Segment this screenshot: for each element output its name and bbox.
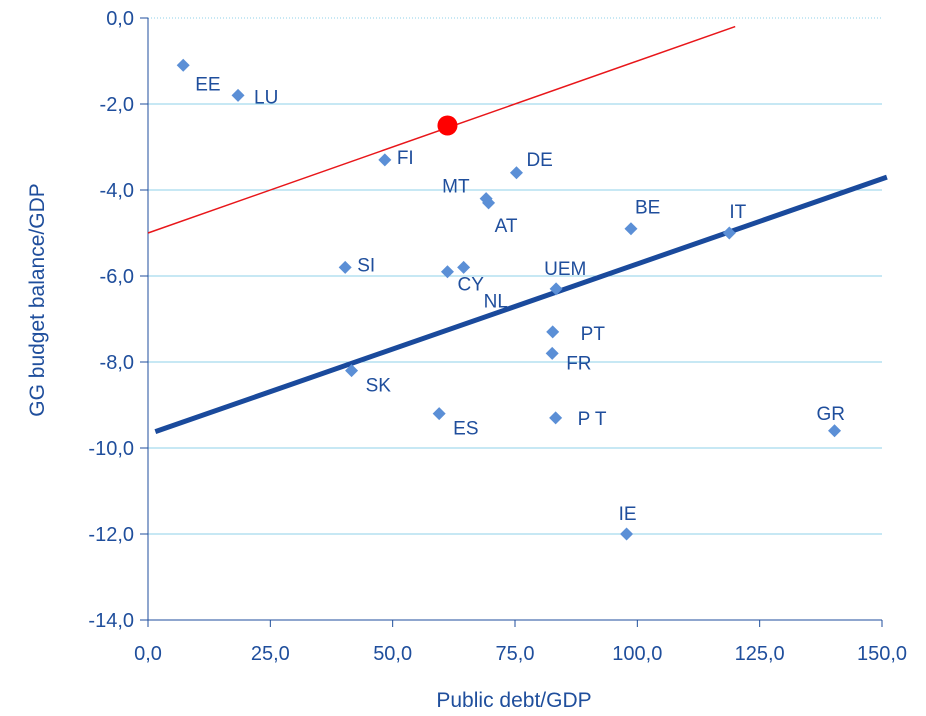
x-axis-title: Public debt/GDP xyxy=(436,689,591,712)
y-tick-label: -14,0 xyxy=(88,610,134,632)
y-tick-label: -2,0 xyxy=(100,94,134,116)
x-tick-label: 100,0 xyxy=(612,643,662,665)
highlight-dot xyxy=(437,115,458,136)
data-point-lu xyxy=(231,88,245,102)
data-points xyxy=(176,58,842,541)
point-label: AT xyxy=(495,216,518,237)
point-label: P T xyxy=(578,409,607,430)
x-tick-label: 25,0 xyxy=(251,643,290,665)
point-label: GR xyxy=(817,404,846,425)
point-label: DE xyxy=(526,150,552,171)
data-point-nl xyxy=(457,260,471,274)
data-point-fi xyxy=(378,153,392,167)
x-tick-label: 0,0 xyxy=(134,643,162,665)
point-label: NL xyxy=(484,291,508,312)
y-axis-title: GG budget balance/GDP xyxy=(26,183,49,416)
point-label: FR xyxy=(566,353,591,374)
y-tick-label: -6,0 xyxy=(100,266,134,288)
point-label: EE xyxy=(195,74,220,95)
x-ticks: 0,0 25,0 50,0 75,0 100,0 125,0 150,0 xyxy=(134,620,907,665)
y-tick-label: -12,0 xyxy=(88,524,134,546)
point-label: MT xyxy=(442,177,470,198)
point-label: PT xyxy=(581,324,606,345)
point-label: IT xyxy=(729,202,746,223)
blue-trend-line xyxy=(154,174,888,435)
y-tick-label: -10,0 xyxy=(88,438,134,460)
data-point-it xyxy=(722,226,736,240)
data-point-pt xyxy=(549,411,563,425)
highlight-marker xyxy=(437,115,458,136)
point-label: SI xyxy=(357,255,375,276)
point-label: ES xyxy=(453,419,478,440)
point-label: FI xyxy=(397,148,414,169)
data-point-ee xyxy=(176,58,190,72)
data-point-sk xyxy=(345,364,359,378)
point-label: CY xyxy=(457,275,484,296)
y-tick-label: -4,0 xyxy=(100,180,134,202)
point-label: LU xyxy=(254,87,278,108)
point-label: IE xyxy=(619,504,637,525)
data-point-es xyxy=(432,407,446,421)
data-point-de xyxy=(509,166,523,180)
data-point-uem xyxy=(549,282,563,296)
x-tick-label: 50,0 xyxy=(373,643,412,665)
x-tick-label: 150,0 xyxy=(857,643,907,665)
data-point-fr xyxy=(545,346,559,360)
y-tick-label: 0,0 xyxy=(106,8,134,30)
point-label: BE xyxy=(635,198,660,219)
data-point-at xyxy=(482,196,496,210)
point-label: SK xyxy=(366,376,392,397)
data-point-pt xyxy=(546,325,560,339)
x-tick-label: 125,0 xyxy=(735,643,785,665)
data-point-ie xyxy=(620,527,634,541)
y-ticks: 0,0 -2,0 -4,0 -6,0 -8,0 -10,0 -12,0 -14,0 xyxy=(88,8,148,632)
data-point-si xyxy=(338,260,352,274)
grid-lines xyxy=(148,17,882,535)
y-tick-label: -8,0 xyxy=(100,352,134,374)
data-point-be xyxy=(624,222,638,236)
data-point-cy xyxy=(440,265,454,279)
data-point-gr xyxy=(828,424,842,438)
point-label: UEM xyxy=(544,259,586,280)
x-tick-label: 75,0 xyxy=(496,643,535,665)
